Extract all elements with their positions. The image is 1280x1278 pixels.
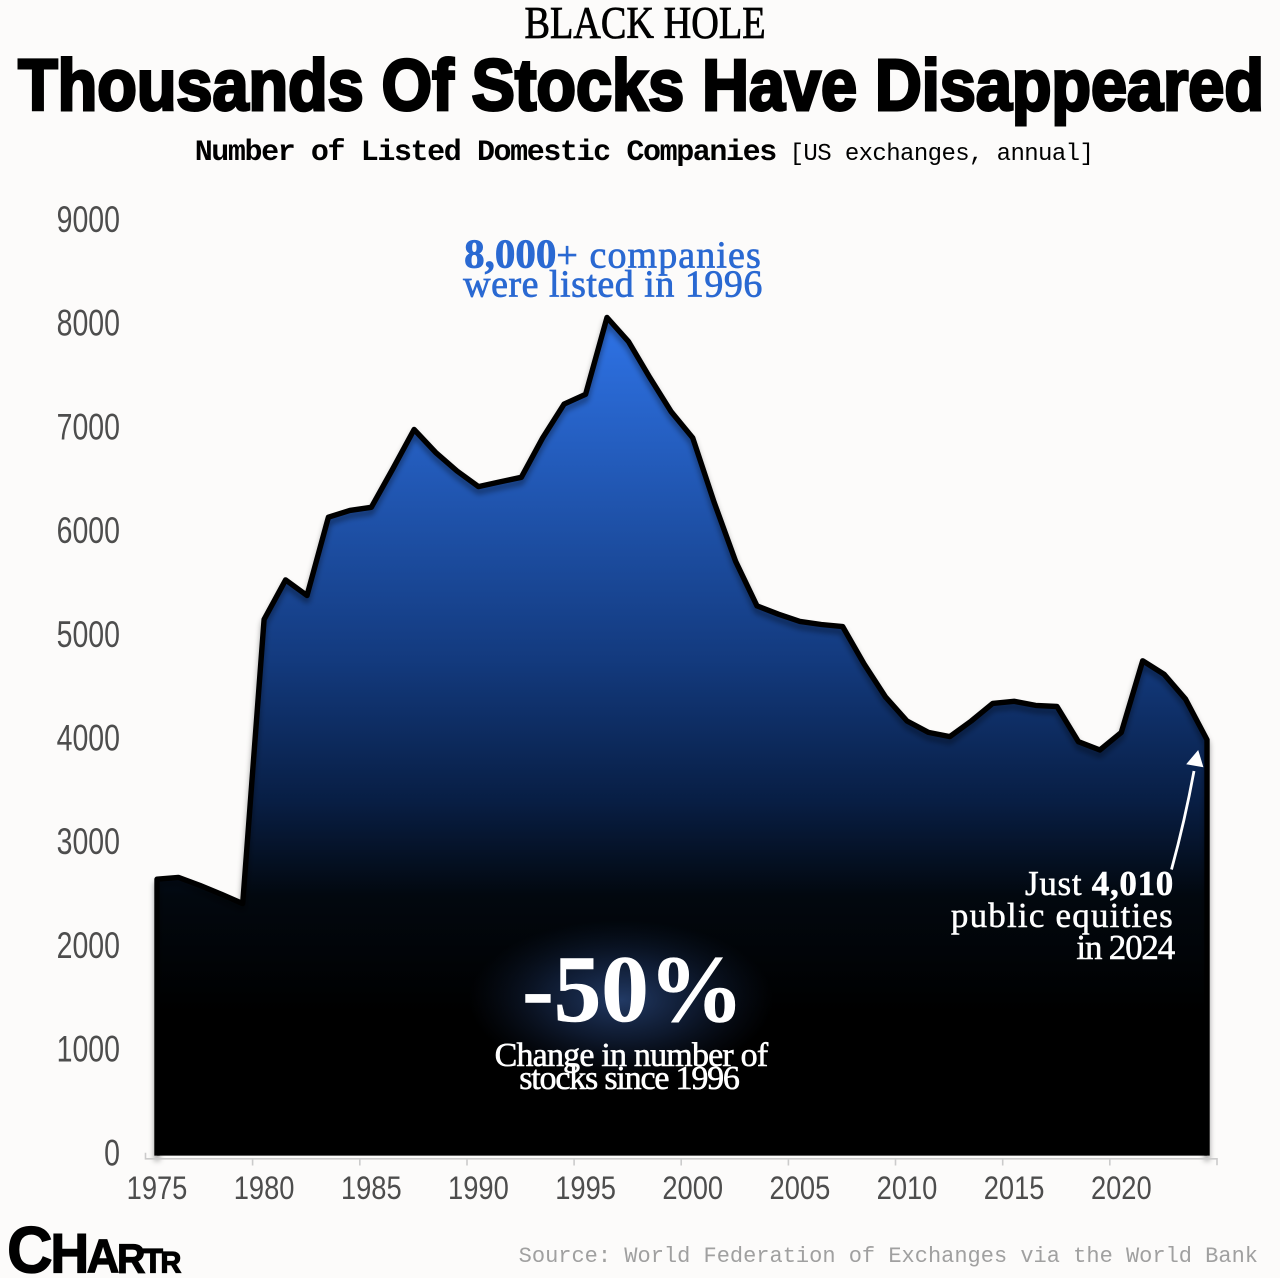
- svg-text:9000: 9000: [57, 198, 120, 239]
- svg-text:2020: 2020: [1091, 1171, 1152, 1207]
- svg-text:1985: 1985: [341, 1171, 402, 1207]
- svg-text:5000: 5000: [57, 613, 120, 654]
- svg-text:Source: World Federation of Ex: Source: World Federation of Exchanges vi…: [519, 1244, 1258, 1269]
- svg-text:Just 4,010: Just 4,010: [1025, 864, 1174, 903]
- svg-text:BLACK HOLE: BLACK HOLE: [524, 0, 765, 49]
- svg-text:8000: 8000: [57, 302, 120, 343]
- svg-text:stocks since 1996: stocks since 1996: [519, 1060, 739, 1097]
- svg-text:3000: 3000: [57, 821, 120, 862]
- svg-text:2000: 2000: [57, 924, 120, 965]
- svg-text:2005: 2005: [770, 1171, 831, 1207]
- svg-text:4000: 4000: [57, 717, 120, 758]
- svg-text:public equities: public equities: [951, 896, 1174, 935]
- svg-text:2015: 2015: [984, 1171, 1045, 1207]
- svg-text:in 2024: in 2024: [1076, 928, 1174, 967]
- svg-text:Thousands Of Stocks Have Disap: Thousands Of Stocks Have Disappeared: [18, 45, 1264, 126]
- svg-text:Change in number of: Change in number of: [495, 1037, 769, 1074]
- svg-text:CHARTR: CHARTR: [7, 1212, 181, 1278]
- svg-text:1000: 1000: [57, 1028, 120, 1069]
- svg-text:1990: 1990: [448, 1171, 509, 1207]
- svg-text:2010: 2010: [877, 1171, 938, 1207]
- svg-text:-50%: -50%: [522, 936, 744, 1042]
- svg-text:8,000+ companies: 8,000+ companies: [464, 230, 762, 276]
- svg-text:2000: 2000: [662, 1171, 723, 1207]
- svg-text:1995: 1995: [555, 1171, 616, 1207]
- svg-text:were listed in 1996: were listed in 1996: [463, 264, 763, 306]
- svg-text:Number of Listed Domestic Comp: Number of Listed Domestic Companies [US …: [195, 136, 1094, 170]
- svg-text:7000: 7000: [57, 406, 120, 447]
- svg-text:6000: 6000: [57, 509, 120, 550]
- svg-text:1980: 1980: [234, 1171, 295, 1207]
- svg-text:0: 0: [104, 1132, 120, 1173]
- svg-text:1975: 1975: [127, 1171, 188, 1207]
